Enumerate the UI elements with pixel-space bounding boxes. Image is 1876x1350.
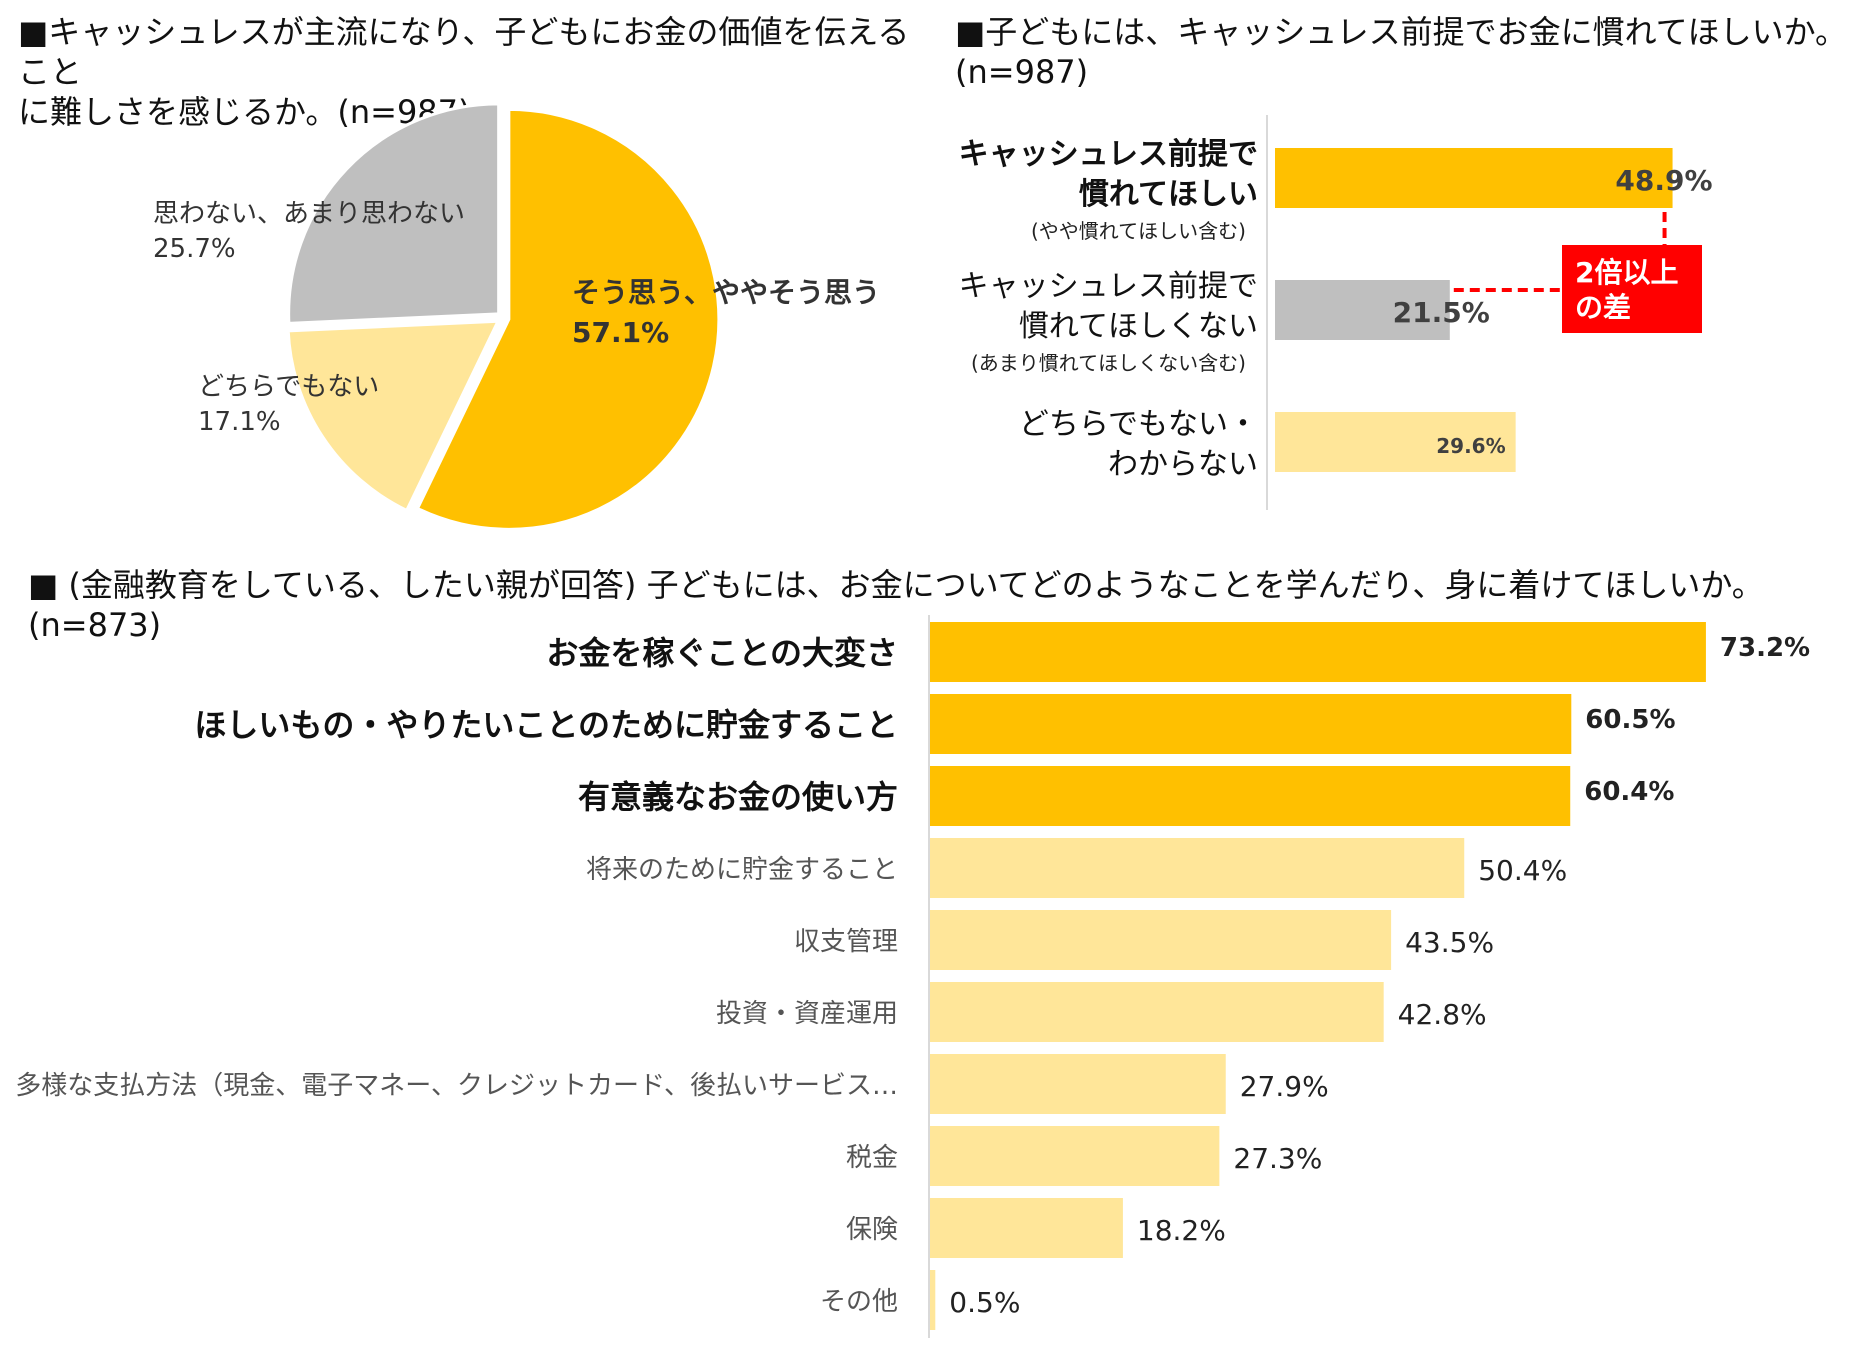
bar	[930, 982, 1384, 1042]
bar-category-label: 多様な支払方法（現金、電子マネー、クレジットカード、後払いサービス…	[15, 1071, 898, 1101]
bar	[930, 838, 1465, 898]
difference-badge-text: の差	[1575, 291, 1631, 324]
pie-slice-label: そう思う、ややそう思う	[572, 276, 880, 309]
cashless-title-line-1: ■子どもには、キャッシュレス前提でお金に慣れてほしいか。	[955, 13, 1847, 51]
bar	[930, 910, 1392, 970]
bar	[930, 1054, 1226, 1114]
bar	[930, 694, 1572, 754]
bar-category-label: 将来のために貯金すること	[586, 855, 898, 885]
bar-category-label: わからない	[1108, 447, 1258, 482]
bar	[1275, 412, 1516, 472]
bar-value-label: 27.3%	[1233, 1142, 1322, 1175]
bar-category-label: 投資・資産運用	[716, 999, 898, 1029]
bar-category-sublabel: (あまり慣れてほしくない含む)	[971, 351, 1246, 375]
learning-bar-chart: 73.2% お金を稼ぐことの大変さ 60.5% ほしいもの・やりたいことのために貯金す…	[15, 615, 1810, 1338]
cashless-bar-chart: 48.9%キャッシュレス前提で慣れてほしい(やや慣れてほしい含む)21.5%キャ…	[959, 115, 1713, 510]
bar	[930, 1198, 1123, 1258]
learning-chart-title: ■ (金融教育をしている、したい親が回答) 子どもには、お金についてどのようなこ…	[28, 566, 1764, 644]
difference-badge-text: 2倍以上	[1575, 256, 1678, 289]
pie-slice	[286, 319, 501, 513]
bar-category-label: どちらでもない・	[1019, 407, 1258, 442]
bar-category-label: キャッシュレス前提で	[959, 137, 1258, 172]
bar-category-label: 慣れてほしくない	[1019, 309, 1258, 344]
bar-category-label: その他	[820, 1287, 898, 1317]
bar-value-label: 60.5%	[1585, 705, 1675, 735]
bar-value-label: 18.2%	[1137, 1214, 1226, 1247]
bar-category-label: ほしいもの・やりたいことのために貯金すること	[194, 706, 898, 744]
pie-slice-value: 57.1%	[572, 316, 669, 349]
pie-slice	[415, 107, 721, 531]
bar-value-label: 42.8%	[1398, 998, 1487, 1031]
bar	[930, 1126, 1220, 1186]
pie-slice-value: 25.7%	[153, 234, 236, 264]
bar-value-label: 73.2%	[1720, 633, 1810, 663]
bar	[1275, 148, 1673, 208]
bar	[930, 1270, 936, 1330]
pie-title-line-1: ■キャッシュレスが主流になり、子どもにお金の価値を伝えること	[18, 13, 910, 91]
bar	[930, 622, 1706, 682]
difference-badge	[1562, 245, 1702, 333]
pie-chart: そう思う、ややそう思う 57.1% どちらでもない 17.1% 思わない、あまり思わない…	[153, 102, 880, 531]
bar-category-label: 収支管理	[794, 927, 898, 957]
pie-slice	[287, 102, 501, 325]
bar-category-label: 保険	[846, 1215, 898, 1245]
bar-value-label: 60.4%	[1584, 777, 1674, 807]
bar-category-label: キャッシュレス前提で	[959, 269, 1258, 304]
pie-chart-title: ■キャッシュレスが主流になり、子どもにお金の価値を伝えること に難しさを感じるか…	[18, 12, 918, 132]
pie-slice-label: どちらでもない	[198, 372, 379, 402]
bar-value-label: 0.5%	[949, 1286, 1020, 1319]
bar-category-label: お金を稼ぐことの大変さ	[546, 634, 898, 672]
bar	[930, 766, 1571, 826]
bar-category-label: 慣れてほしい	[1079, 177, 1258, 212]
bar-value-label: 29.6%	[1436, 434, 1505, 458]
bar-value-label: 27.9%	[1240, 1070, 1329, 1103]
bar-value-label: 43.5%	[1405, 926, 1494, 959]
bar-category-label: 有意義なお金の使い方	[578, 778, 898, 816]
bar-value-label: 50.4%	[1478, 854, 1567, 887]
bar-value-label: 48.9%	[1615, 164, 1712, 197]
pie-slice-label: 思わない、あまり思わない	[153, 199, 465, 229]
pie-title-line-2: に難しさを感じるか。(n=987)	[18, 93, 471, 131]
cashless-title-line-2: (n=987)	[955, 53, 1089, 91]
pie-slice-value: 17.1%	[198, 407, 281, 437]
bar	[1275, 280, 1450, 340]
bar-category-sublabel: (やや慣れてほしい含む)	[1031, 219, 1246, 243]
bar-category-label: 税金	[846, 1143, 898, 1173]
bar-value-label: 21.5%	[1393, 296, 1490, 329]
cashless-chart-title: ■子どもには、キャッシュレス前提でお金に慣れてほしいか。 (n=987)	[955, 12, 1855, 92]
